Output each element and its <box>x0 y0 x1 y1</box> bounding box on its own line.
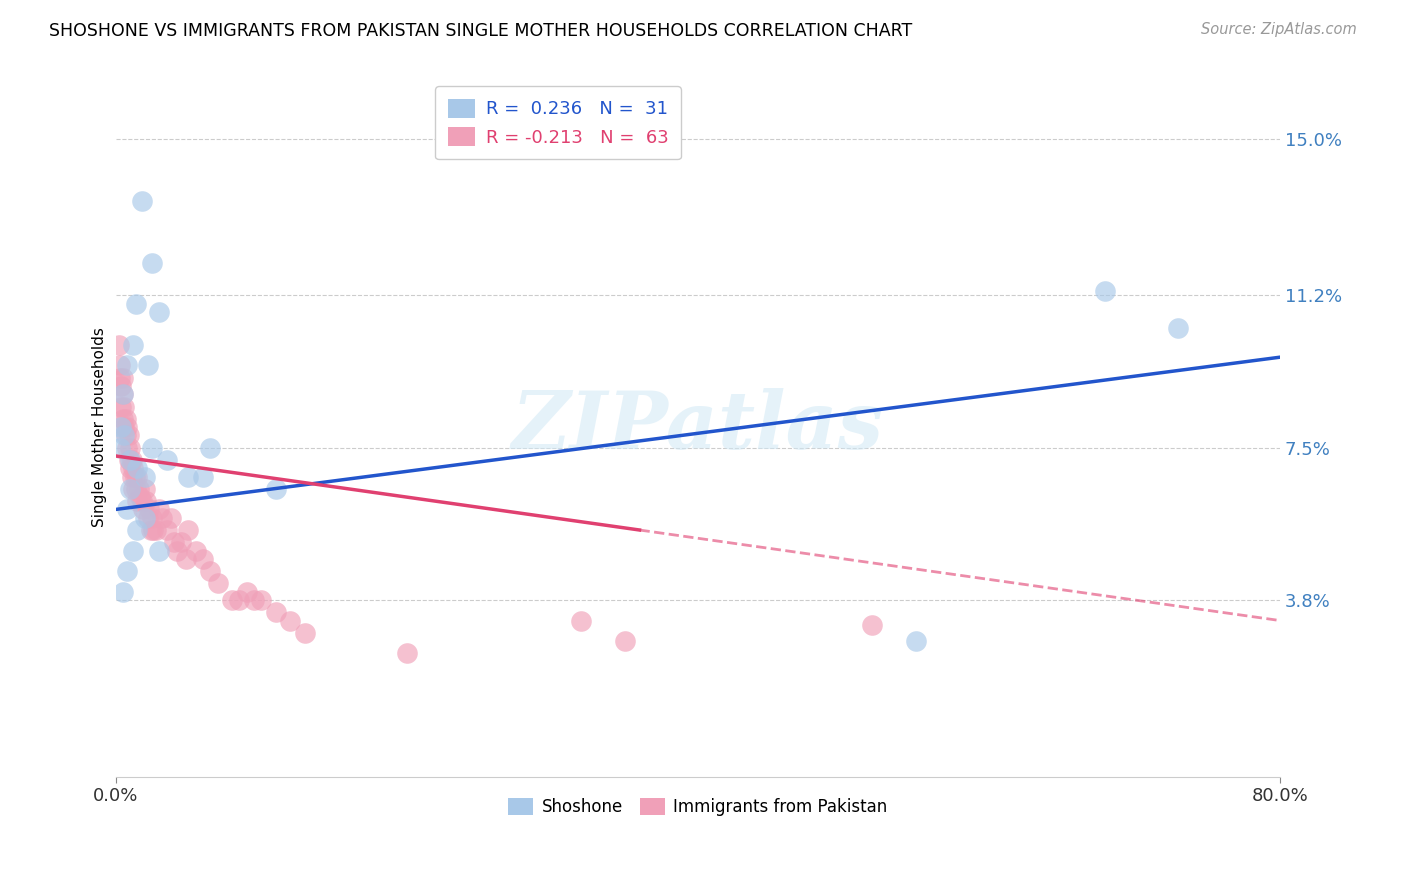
Point <box>111 584 134 599</box>
Point <box>115 428 138 442</box>
Point <box>145 523 167 537</box>
Point <box>191 551 214 566</box>
Point <box>122 482 145 496</box>
Point <box>138 502 160 516</box>
Point <box>131 494 153 508</box>
Point <box>127 494 149 508</box>
Point <box>136 510 159 524</box>
Point <box>200 441 222 455</box>
Point <box>117 441 139 455</box>
Point <box>142 523 165 537</box>
Point <box>122 543 145 558</box>
Point <box>860 617 883 632</box>
Point <box>125 296 148 310</box>
Point <box>136 359 159 373</box>
Point <box>163 535 186 549</box>
Point <box>107 338 129 352</box>
Point <box>141 441 163 455</box>
Point <box>170 535 193 549</box>
Point <box>200 564 222 578</box>
Point <box>118 428 141 442</box>
Point <box>122 338 145 352</box>
Point <box>112 400 135 414</box>
Point <box>129 490 152 504</box>
Point <box>177 469 200 483</box>
Text: Source: ZipAtlas.com: Source: ZipAtlas.com <box>1201 22 1357 37</box>
Point <box>125 482 148 496</box>
Point <box>118 453 141 467</box>
Point <box>177 523 200 537</box>
Point <box>120 441 142 455</box>
Point <box>155 523 177 537</box>
Point <box>115 412 138 426</box>
Point <box>1094 285 1116 299</box>
Point <box>117 502 139 516</box>
Point <box>250 593 273 607</box>
Point <box>110 400 132 414</box>
Point <box>127 469 149 483</box>
Point <box>112 420 135 434</box>
Point <box>134 482 156 496</box>
Point <box>127 523 149 537</box>
Y-axis label: Single Mother Households: Single Mother Households <box>93 327 107 527</box>
Point <box>135 494 157 508</box>
Point <box>278 614 301 628</box>
Point <box>160 510 183 524</box>
Point <box>134 510 156 524</box>
Point <box>166 543 188 558</box>
Point <box>120 482 142 496</box>
Point <box>228 593 250 607</box>
Point <box>127 461 149 475</box>
Point <box>243 593 266 607</box>
Point <box>111 371 134 385</box>
Point <box>264 605 287 619</box>
Point <box>117 359 139 373</box>
Point <box>108 371 131 385</box>
Point <box>110 420 132 434</box>
Text: ZIPatlas: ZIPatlas <box>512 388 884 466</box>
Point <box>120 461 142 475</box>
Point <box>184 543 207 558</box>
Text: SHOSHONE VS IMMIGRANTS FROM PAKISTAN SINGLE MOTHER HOUSEHOLDS CORRELATION CHART: SHOSHONE VS IMMIGRANTS FROM PAKISTAN SIN… <box>49 22 912 40</box>
Point <box>1167 321 1189 335</box>
Point <box>148 305 170 319</box>
Point <box>148 543 170 558</box>
Point <box>108 441 131 455</box>
Point <box>294 625 316 640</box>
Point <box>122 461 145 475</box>
Point <box>124 469 146 483</box>
Point <box>117 564 139 578</box>
Point <box>235 584 257 599</box>
Point <box>120 453 142 467</box>
Point <box>155 453 177 467</box>
Legend: Shoshone, Immigrants from Pakistan: Shoshone, Immigrants from Pakistan <box>501 789 896 824</box>
Point <box>121 469 143 483</box>
Point <box>569 614 592 628</box>
Point <box>111 387 134 401</box>
Point <box>110 379 132 393</box>
Point <box>174 551 197 566</box>
Point <box>128 482 150 496</box>
Point <box>207 576 229 591</box>
Point <box>221 593 243 607</box>
Point <box>121 453 143 467</box>
Point <box>150 510 173 524</box>
Point <box>139 523 162 537</box>
Point <box>614 634 637 648</box>
Point <box>395 647 418 661</box>
Point <box>191 469 214 483</box>
Point <box>141 255 163 269</box>
Point <box>112 428 135 442</box>
Point <box>134 469 156 483</box>
Point <box>264 482 287 496</box>
Point <box>108 359 131 373</box>
Point <box>905 634 928 648</box>
Point <box>111 387 134 401</box>
Point <box>131 194 153 208</box>
Point <box>141 510 163 524</box>
Point <box>132 502 155 516</box>
Point <box>148 502 170 516</box>
Point <box>117 420 139 434</box>
Point <box>111 412 134 426</box>
